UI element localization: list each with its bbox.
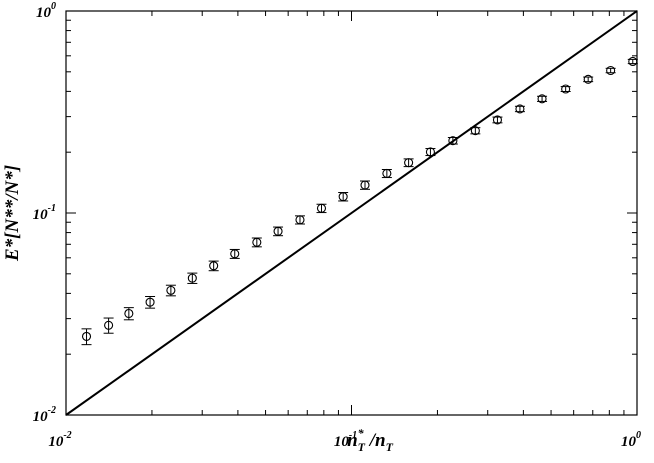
point-marker — [104, 320, 114, 330]
y-axis-title: E*[N**/N*] — [2, 165, 23, 262]
axis-ticks — [65, 11, 637, 416]
data-point — [470, 126, 481, 136]
point-marker — [166, 285, 176, 295]
point-marker — [338, 192, 348, 202]
data-point — [381, 168, 392, 179]
data-point — [583, 74, 594, 84]
data-point — [425, 147, 436, 157]
point-marker — [187, 273, 197, 283]
point-marker — [448, 136, 458, 146]
data-point — [208, 260, 219, 272]
data-point — [294, 215, 305, 225]
data-point — [145, 296, 156, 309]
data-point — [229, 248, 240, 259]
point-marker — [360, 180, 370, 190]
point-marker — [230, 249, 240, 259]
x-tick-label: 100 — [621, 430, 641, 450]
data-point — [251, 237, 262, 248]
data-point — [338, 192, 349, 202]
data-point — [316, 203, 327, 214]
point-marker — [404, 158, 414, 168]
point-marker — [273, 226, 283, 236]
data-point — [273, 226, 284, 237]
data-point — [359, 180, 370, 190]
reference-line-y-equals-x — [65, 10, 638, 416]
y-tick-labels: 10-2 10-1 100 — [33, 1, 56, 425]
point-marker — [209, 261, 219, 271]
point-marker — [561, 84, 571, 94]
data-point — [187, 272, 198, 284]
data-point — [403, 158, 414, 168]
point-marker — [470, 126, 480, 136]
data-point — [103, 317, 114, 334]
data-point — [605, 65, 616, 76]
data-point — [537, 94, 548, 104]
point-marker — [606, 65, 616, 76]
point-marker — [583, 74, 593, 84]
point-marker — [425, 147, 435, 157]
data-point — [81, 328, 92, 346]
y-tick-label: 10-2 — [33, 405, 56, 425]
data-points — [81, 56, 638, 346]
data-point — [514, 104, 525, 114]
point-marker — [145, 297, 155, 307]
data-point — [560, 84, 571, 94]
data-point — [447, 136, 458, 146]
x-tick-label: 10-2 — [48, 430, 71, 450]
y-tick-label: 10-1 — [33, 203, 56, 223]
point-marker — [295, 215, 305, 225]
point-marker — [492, 115, 503, 125]
data-point — [492, 115, 503, 125]
point-marker — [252, 237, 262, 247]
x-axis-title: n* T /nT — [347, 426, 394, 454]
x-tick-labels: 10-2 10-1 100 — [48, 430, 641, 450]
point-marker — [515, 104, 525, 114]
data-point — [627, 56, 638, 67]
plot-frame — [65, 10, 638, 416]
point-marker — [316, 203, 327, 213]
data-point — [165, 284, 176, 297]
data-point — [123, 307, 134, 321]
y-tick-label: 100 — [36, 1, 56, 21]
point-marker — [382, 168, 392, 178]
point-marker — [81, 331, 92, 341]
point-marker — [537, 94, 547, 104]
point-marker — [124, 308, 134, 319]
